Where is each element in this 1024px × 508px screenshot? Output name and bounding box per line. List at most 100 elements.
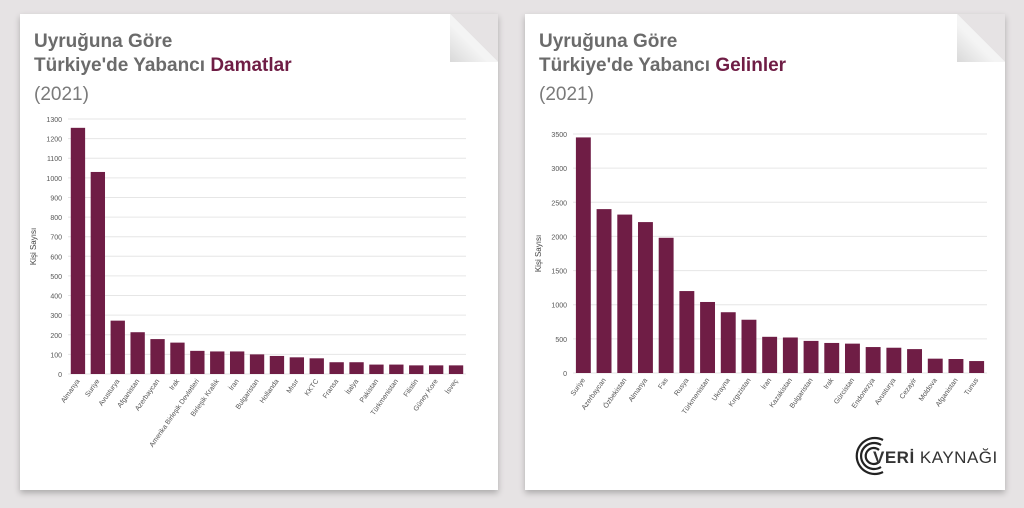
x-tick-label: Kırgızistan [728,377,753,408]
y-tick-label: 0 [563,371,567,378]
title-highlight: Gelinler [715,55,787,76]
y-tick-label: 1500 [551,269,567,276]
y-tick-label: 1000 [551,303,567,310]
bar [369,364,384,374]
bar [309,358,324,374]
x-tick-label: Irak [823,377,836,391]
x-tick-label: Avusturya [874,377,898,406]
y-tick-label: 300 [50,313,62,320]
title-line-1: Uyruğuna Göre [539,31,678,52]
x-tick-label: Afganistan [935,377,960,408]
bar [596,209,612,373]
bar [679,291,695,373]
bar [349,362,364,374]
bar [249,354,265,374]
y-tick-label: 900 [50,195,62,202]
x-tick-label: Ukrayna [711,377,732,402]
bar [927,358,943,373]
logo-text: VERİ KAYNAĞI [873,448,998,468]
x-tick-label: İran [226,377,240,392]
logo-icon [855,436,884,476]
y-tick-label: 0 [58,372,62,379]
y-axis-label: Kişi Sayısı [29,228,38,265]
left-chart-card: 0 100 200 300 400 500 600 700 800 900 1000 1100 1200… [20,14,498,490]
bar [70,127,86,374]
y-tick-label: 1200 [46,137,62,144]
title-line-1: Uyruğuna Göre [34,31,173,52]
x-tick-label: Filistin [403,378,420,398]
chart-title: Uyruğuna Göre Türkiye'de Yabancı Gelinle… [539,30,786,78]
bar [229,351,245,374]
chart-year: (2021) [34,84,89,105]
right-chart-card: 0 500 1000 1500 2000 2500 3000 3500 Kişi Sayısı S… [525,14,1005,490]
x-tick-label: Suriye [84,378,101,398]
x-tick-label: Gürcistan [833,377,856,406]
y-tick-label: 3500 [551,132,567,139]
x-tick-label: Moldova [918,377,939,403]
bar [844,343,860,373]
x-tick-label: Almanya [60,378,81,404]
bar [907,349,923,373]
bar [409,365,424,374]
title-highlight: Damatlar [210,55,292,76]
x-tick-label: Suriye [570,377,587,397]
title-line-2: Türkiye'de Yabancı [34,55,211,76]
bar [803,340,819,373]
bar [90,171,106,374]
logo-bold: VERİ [873,448,915,467]
y-tick-label: 700 [50,235,62,242]
bar [448,365,464,374]
bar [617,214,633,373]
x-tick-label: Mısır [286,378,301,395]
bar [886,347,902,373]
bar [170,342,185,374]
x-tick-label: Fransa [322,378,340,400]
bar [741,319,757,373]
y-tick-label: 1100 [47,156,62,163]
bar [329,362,344,374]
y-tick-label: 100 [50,352,62,359]
bar [720,312,736,373]
y-tick-label: 500 [555,337,567,344]
bar [782,337,798,373]
x-tick-label: Almanya [628,377,649,403]
x-tick-label: İran [759,376,773,391]
y-axis-label: Kişi Sayısı [534,235,543,272]
bar [865,347,881,373]
x-tick-label: KKTC [304,378,320,397]
bar-chart: 0 100 200 300 400 500 600 700 800 900 1000 1100 1200… [29,117,466,449]
bar [575,137,591,373]
y-tick-label: 800 [50,215,62,222]
bar [428,365,444,374]
bar [762,336,778,373]
bar-chart: 0 500 1000 1500 2000 2500 3000 3500 Kişi Sayısı S… [534,132,987,416]
y-tick-label: 2000 [551,234,567,241]
x-tick-label: Pakistan [359,378,380,404]
x-tick-label: Fas [657,377,670,391]
title-line-2: Türkiye'de Yabancı [539,55,716,76]
y-tick-label: 600 [50,254,62,261]
y-tick-label: 3000 [551,166,567,173]
bar [969,361,985,373]
y-tick-label: 1300 [46,117,62,124]
chart-year: (2021) [539,84,594,105]
x-tick-label: Cezayir [899,377,919,401]
bar [150,339,165,374]
x-tick-label: İsveç [443,377,460,396]
bar [130,332,145,374]
bar [658,237,674,373]
bar [269,355,285,374]
x-tick-label: Hollanda [259,378,281,405]
x-tick-label: Rusya [673,377,690,397]
bar [637,222,653,373]
x-tick-label: Tunus [964,377,981,397]
bar [824,342,840,373]
bar [700,301,716,373]
page-curl [450,14,498,62]
y-tick-label: 1000 [46,176,62,183]
x-tick-label: Irak [169,378,182,392]
bar [190,350,205,374]
bar [289,357,305,374]
page-curl [957,14,1005,62]
y-tick-label: 200 [50,333,62,340]
